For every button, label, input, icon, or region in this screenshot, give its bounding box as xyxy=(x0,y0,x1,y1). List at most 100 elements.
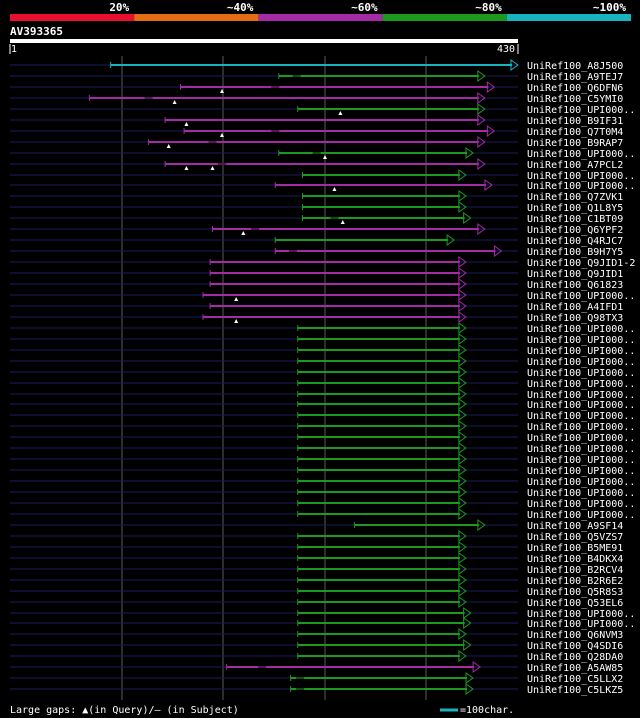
hit-label[interactable]: UniRef100_Q7T0M4 xyxy=(527,127,623,138)
hit-row[interactable]: UniRef100_UPI000.. xyxy=(10,344,635,357)
hit-row[interactable]: UniRef100_UPI000.. xyxy=(10,431,635,444)
hit-row[interactable]: UniRef100_Q4RJC7 xyxy=(10,234,623,247)
hit-label[interactable]: UniRef100_UPI000.. xyxy=(527,346,635,357)
hit-row[interactable]: UniRef100_Q4SDI6 xyxy=(10,639,623,652)
hit-row[interactable]: UniRef100_UPI000.. xyxy=(10,617,635,630)
hit-label[interactable]: UniRef100_Q7ZVK1 xyxy=(527,192,623,203)
hit-row[interactable]: UniRef100_UPI000.. xyxy=(10,289,635,302)
hit-label[interactable]: UniRef100_UPI000.. xyxy=(527,357,635,368)
hit-row[interactable]: UniRef100_Q98TX3 xyxy=(10,311,623,324)
hit-row[interactable]: UniRef100_C1BT09 xyxy=(10,212,623,225)
hit-label[interactable]: UniRef100_UPI000.. xyxy=(527,619,635,630)
hit-label[interactable]: UniRef100_UPI000.. xyxy=(527,488,635,499)
hit-row[interactable]: UniRef100_B9IF31 xyxy=(10,114,623,127)
hit-label[interactable]: UniRef100_A5AW85 xyxy=(527,663,623,674)
hit-row[interactable]: UniRef100_Q28DA0 xyxy=(10,650,623,663)
hit-row[interactable]: UniRef100_Q1L8Y5 xyxy=(10,201,623,214)
hit-row[interactable]: UniRef100_UPI000.. xyxy=(10,333,635,346)
hit-label[interactable]: UniRef100_Q9JID1 xyxy=(527,269,623,280)
hit-row[interactable]: UniRef100_UPI000.. xyxy=(10,147,635,160)
hit-label[interactable]: UniRef100_B2RCV4 xyxy=(527,565,623,576)
hit-row[interactable]: UniRef100_B2R6E2 xyxy=(10,574,623,587)
hit-row[interactable]: UniRef100_UPI000.. xyxy=(10,398,635,411)
hit-label[interactable]: UniRef100_Q4SDI6 xyxy=(527,641,623,652)
hit-label[interactable]: UniRef100_UPI000.. xyxy=(527,609,635,620)
hit-label[interactable]: UniRef100_Q6NVM3 xyxy=(527,630,623,641)
hit-label[interactable]: UniRef100_Q1L8Y5 xyxy=(527,203,623,214)
hit-row[interactable]: UniRef100_UPI000.. xyxy=(10,409,635,422)
hit-label[interactable]: UniRef100_UPI000.. xyxy=(527,171,635,182)
hit-label[interactable]: UniRef100_B4DKX4 xyxy=(527,554,623,565)
hit-label[interactable]: UniRef100_Q53EL6 xyxy=(527,598,623,609)
hit-label[interactable]: UniRef100_UPI000.. xyxy=(527,466,635,477)
hit-label[interactable]: UniRef100_UPI000.. xyxy=(527,149,635,160)
hit-row[interactable]: UniRef100_UPI000.. xyxy=(10,420,635,433)
hit-label[interactable]: UniRef100_A7PCL2 xyxy=(527,160,623,171)
hit-row[interactable]: UniRef100_Q6NVM3 xyxy=(10,628,623,641)
hit-row[interactable]: UniRef100_UPI000.. xyxy=(10,453,635,466)
hit-row[interactable]: UniRef100_UPI000.. xyxy=(10,464,635,477)
hit-label[interactable]: UniRef100_B5ME91 xyxy=(527,543,623,554)
hit-label[interactable]: UniRef100_UPI000.. xyxy=(527,411,635,422)
hit-label[interactable]: UniRef100_C5YMI0 xyxy=(527,94,623,105)
hit-label[interactable]: UniRef100_UPI000.. xyxy=(527,477,635,488)
hit-label[interactable]: UniRef100_Q98TX3 xyxy=(527,313,623,324)
hit-label[interactable]: UniRef100_B9H7Y5 xyxy=(527,247,623,258)
hit-row[interactable]: UniRef100_B5ME91 xyxy=(10,541,623,554)
hit-row[interactable]: UniRef100_C5LLX2 xyxy=(10,672,623,685)
hit-row[interactable]: UniRef100_UPI000.. xyxy=(10,377,635,390)
hit-label[interactable]: UniRef100_Q6YPF2 xyxy=(527,225,623,236)
hit-label[interactable]: UniRef100_UPI000.. xyxy=(527,422,635,433)
hit-label[interactable]: UniRef100_UPI000.. xyxy=(527,324,635,335)
hit-row[interactable]: UniRef100_C5YMI0 xyxy=(10,92,623,105)
hit-label[interactable]: UniRef100_UPI000.. xyxy=(527,444,635,455)
hit-row[interactable]: UniRef100_B2RCV4 xyxy=(10,563,623,576)
hit-label[interactable]: UniRef100_C5LLX2 xyxy=(527,674,623,685)
hit-label[interactable]: UniRef100_UPI000.. xyxy=(527,181,635,192)
hit-row[interactable]: UniRef100_A7PCL2 xyxy=(10,158,623,171)
hit-label[interactable]: UniRef100_UPI000.. xyxy=(527,368,635,379)
hit-row[interactable]: UniRef100_Q5R8S3 xyxy=(10,585,623,598)
hit-row[interactable]: UniRef100_Q53EL6 xyxy=(10,596,623,609)
hit-row[interactable]: UniRef100_Q7T0M4 xyxy=(10,125,623,138)
hit-row[interactable]: UniRef100_Q61823 xyxy=(10,278,623,291)
hit-row[interactable]: UniRef100_Q5VZS7 xyxy=(10,530,623,543)
hit-label[interactable]: UniRef100_UPI000.. xyxy=(527,390,635,401)
hit-row[interactable]: UniRef100_UPI000.. xyxy=(10,475,635,488)
hit-label[interactable]: UniRef100_UPI000.. xyxy=(527,499,635,510)
hit-label[interactable]: UniRef100_Q9JID1-2 xyxy=(527,258,635,269)
hit-label[interactable]: UniRef100_B9IF31 xyxy=(527,116,623,127)
hit-row[interactable]: UniRef100_UPI000.. xyxy=(10,388,635,401)
hit-row[interactable]: UniRef100_UPI000.. xyxy=(10,497,635,510)
hit-row[interactable]: UniRef100_A9TEJ7 xyxy=(10,70,623,83)
hit-label[interactable]: UniRef100_UPI000.. xyxy=(527,400,635,411)
hit-label[interactable]: UniRef100_UPI000.. xyxy=(527,510,635,521)
hit-label[interactable]: UniRef100_Q4RJC7 xyxy=(527,236,623,247)
hit-row[interactable]: UniRef100_UPI000.. xyxy=(10,442,635,455)
hit-label[interactable]: UniRef100_C1BT09 xyxy=(527,214,623,225)
hit-row[interactable]: UniRef100_Q6YPF2 xyxy=(10,223,623,236)
hit-label[interactable]: UniRef100_Q61823 xyxy=(527,280,623,291)
hit-label[interactable]: UniRef100_Q28DA0 xyxy=(527,652,623,663)
hit-label[interactable]: UniRef100_UPI000.. xyxy=(527,291,635,302)
hit-label[interactable]: UniRef100_UPI000.. xyxy=(527,455,635,466)
hit-row[interactable]: UniRef100_A5AW85 xyxy=(10,661,623,674)
hit-label[interactable]: UniRef100_A9TEJ7 xyxy=(527,72,623,83)
hit-label[interactable]: UniRef100_C5LKZ5 xyxy=(527,685,623,696)
hit-label[interactable]: UniRef100_A9SF14 xyxy=(527,521,623,532)
hit-row[interactable]: UniRef100_UPI000.. xyxy=(10,322,635,335)
hit-label[interactable]: UniRef100_B9RAP7 xyxy=(527,138,623,149)
hit-row[interactable]: UniRef100_B9RAP7 xyxy=(10,136,623,149)
hit-row[interactable]: UniRef100_UPI000.. xyxy=(10,179,635,192)
hit-row[interactable]: UniRef100_Q9JID1-2 xyxy=(10,256,635,269)
hit-label[interactable]: UniRef100_A4IFD1 xyxy=(527,302,623,313)
hit-row[interactable]: UniRef100_Q7ZVK1 xyxy=(10,190,623,203)
hit-row[interactable]: UniRef100_UPI000.. xyxy=(10,607,635,620)
hit-label[interactable]: UniRef100_Q5R8S3 xyxy=(527,587,623,598)
hit-row[interactable]: UniRef100_B9H7Y5 xyxy=(10,245,623,258)
hit-row[interactable]: UniRef100_UPI000.. xyxy=(10,366,635,379)
hit-row[interactable]: UniRef100_UPI000.. xyxy=(10,169,635,182)
hit-label[interactable]: UniRef100_UPI000.. xyxy=(527,335,635,346)
hit-row[interactable]: UniRef100_Q6DFN6 xyxy=(10,81,623,94)
hit-row[interactable]: UniRef100_A8J500 xyxy=(10,59,623,72)
